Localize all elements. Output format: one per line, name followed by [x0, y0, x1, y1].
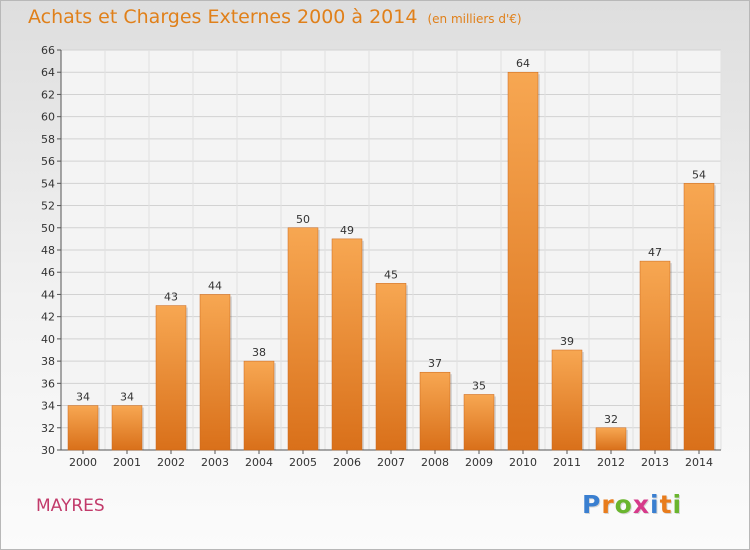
y-tick-label: 56: [41, 155, 55, 168]
bar-2003: [199, 294, 231, 451]
data-label-2002: 43: [164, 291, 178, 304]
data-label-2013: 47: [648, 246, 662, 259]
chart-title-text: Achats et Charges Externes 2000 à 2014: [28, 6, 418, 28]
logo-letter: t: [659, 490, 673, 519]
data-label-2005: 50: [296, 213, 310, 226]
y-tick-label: 42: [41, 311, 55, 324]
x-tick-label-2000: 2000: [69, 456, 97, 469]
labels: 30 32 34 36 38 40 42 44 46 48 50 52 54 56 58 60 62 64 66 34…: [41, 44, 713, 469]
bar-2008: [419, 371, 451, 451]
logo-letter: r: [601, 490, 615, 519]
data-label-2014: 54: [692, 168, 706, 181]
x-tick-label-2002: 2002: [157, 456, 185, 469]
y-tick-label: 30: [41, 444, 55, 457]
x-tick-label-2001: 2001: [113, 456, 141, 469]
y-tick-label: 32: [41, 422, 55, 435]
chart-title: Achats et Charges Externes 2000 à 2014 (e…: [28, 6, 522, 28]
y-tick-label: 46: [41, 266, 55, 279]
x-tick-label-2012: 2012: [597, 456, 625, 469]
x-tick-label-2005: 2005: [289, 456, 317, 469]
data-label-2004: 38: [252, 346, 266, 359]
x-tick-label-2010: 2010: [509, 456, 537, 469]
x-tick-label-2014: 2014: [685, 456, 713, 469]
x-tick-label-2009: 2009: [465, 456, 493, 469]
x-tick-label-2004: 2004: [245, 456, 273, 469]
logo-letter: x: [632, 490, 650, 519]
x-tick-label-2003: 2003: [201, 456, 229, 469]
bar-2000: [67, 405, 99, 451]
data-label-2008: 37: [428, 357, 442, 370]
data-label-2012: 32: [604, 413, 618, 426]
y-tick-label: 34: [41, 400, 55, 413]
x-tick-label-2008: 2008: [421, 456, 449, 469]
y-tick-label: 44: [41, 288, 55, 301]
y-tick-label: 50: [41, 222, 55, 235]
x-tick-label-2007: 2007: [377, 456, 405, 469]
data-label-2000: 34: [76, 391, 90, 404]
place-name: MAYRES: [36, 496, 105, 516]
y-tick-label: 38: [41, 355, 55, 368]
data-label-2001: 34: [120, 391, 134, 404]
y-tick-label: 52: [41, 200, 55, 213]
y-tick-label: 64: [41, 66, 55, 79]
bar-2005: [287, 227, 319, 451]
x-tick-label-2011: 2011: [553, 456, 581, 469]
data-label-2007: 45: [384, 268, 398, 281]
y-tick-label: 66: [41, 44, 55, 57]
y-tick-label: 60: [41, 111, 55, 124]
bar-2007: [375, 283, 407, 451]
y-tick-label: 36: [41, 377, 55, 390]
x-tick-label-2006: 2006: [333, 456, 361, 469]
bar-2001: [111, 405, 143, 451]
data-label-2010: 64: [516, 57, 530, 70]
bar-2014: [683, 183, 715, 451]
y-tick-label: 54: [41, 177, 55, 190]
x-tick-label-2013: 2013: [641, 456, 669, 469]
logo-letter: P: [582, 490, 602, 519]
bars: [67, 71, 716, 451]
logo-letter: o: [614, 490, 633, 519]
bar-2006: [331, 238, 363, 451]
logo-letter: i: [650, 490, 660, 519]
y-tick-label: 48: [41, 244, 55, 257]
data-label-2011: 39: [560, 335, 574, 348]
bar-2002: [155, 305, 187, 451]
logo-letter: i: [672, 490, 683, 519]
bar-2009: [463, 394, 495, 451]
y-tick-label: 40: [41, 333, 55, 346]
bar-2011: [551, 349, 583, 451]
bar-2004: [243, 360, 275, 451]
y-tick-label: 58: [41, 133, 55, 146]
data-label-2006: 49: [340, 224, 354, 237]
y-tick-label: 62: [41, 88, 55, 101]
chart-subtitle: (en milliers d'€): [427, 12, 522, 26]
data-label-2003: 44: [208, 279, 222, 292]
data-label-2009: 35: [472, 379, 486, 392]
bar-2010: [507, 71, 539, 451]
proxiti-logo: Proxiti: [582, 490, 682, 519]
bar-2012: [595, 427, 627, 451]
bar-2013: [639, 260, 671, 451]
